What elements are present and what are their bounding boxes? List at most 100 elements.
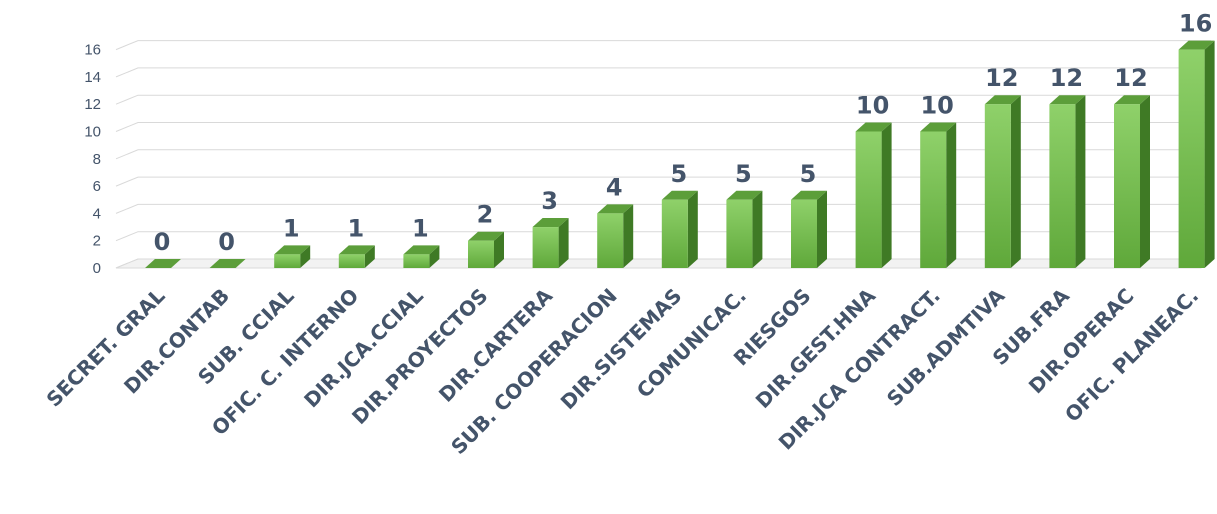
gridline [115, 67, 1211, 78]
bar-front [597, 213, 624, 268]
x-tick-label: COMUNICAC. [632, 284, 751, 403]
bar-front [1049, 104, 1076, 268]
bar-front [1114, 104, 1140, 268]
y-tick-label: 10 [84, 124, 101, 141]
bar-side [1075, 95, 1086, 268]
bar-top [338, 245, 375, 255]
bars [145, 40, 1215, 269]
y-tick-label: 12 [84, 96, 101, 113]
data-label: 5 [800, 160, 817, 188]
bar [403, 245, 440, 268]
bar-front [403, 254, 430, 268]
x-tick-label: SECRET. GRAL [42, 283, 170, 411]
bar [791, 190, 827, 268]
bar [920, 122, 957, 268]
data-label: 4 [606, 173, 623, 201]
bar [855, 122, 892, 268]
bar-side [623, 204, 634, 268]
data-label: 10 [920, 92, 953, 120]
bar [1049, 95, 1086, 268]
data-label: 1 [283, 214, 300, 242]
bar-side [1204, 40, 1215, 268]
bar-top [274, 245, 311, 255]
bar-top [791, 190, 827, 200]
bar-side [364, 245, 375, 268]
bar [209, 259, 246, 269]
bar-side [881, 122, 892, 268]
bar-front [532, 227, 559, 268]
bar-front [468, 240, 494, 268]
bar-top [532, 218, 569, 228]
x-tick-label: DIR.SISTEMAS [556, 284, 687, 415]
data-label: 3 [541, 187, 558, 215]
bar-side [429, 245, 440, 268]
bar [661, 190, 698, 268]
bar-top [726, 190, 763, 200]
bar-top [1178, 40, 1215, 50]
data-label: 16 [1179, 10, 1212, 38]
y-tick-label: 2 [93, 233, 101, 250]
bar-top [1049, 95, 1086, 105]
bar-front [984, 104, 1011, 268]
bar-front [791, 199, 817, 268]
gridlines [115, 40, 1211, 269]
y-tick-label: 8 [93, 151, 101, 168]
data-label: 1 [347, 214, 364, 242]
y-tick-label: 14 [84, 69, 101, 86]
bar-front [1178, 49, 1205, 268]
data-label: 0 [218, 228, 235, 256]
bar-side [558, 218, 569, 268]
y-tick-label: 16 [84, 42, 101, 59]
gridline [115, 94, 1211, 105]
bar [984, 95, 1021, 268]
x-tick-label: DIR.CARTERA [434, 283, 558, 407]
bar-side [494, 231, 504, 268]
data-label: 5 [670, 160, 687, 188]
data-label: 12 [1114, 64, 1147, 92]
gridline [115, 40, 1211, 51]
data-label: 12 [985, 64, 1018, 92]
bar-side [300, 245, 311, 268]
bar-side [687, 190, 698, 268]
bar [1178, 40, 1215, 268]
gridline [115, 176, 1211, 187]
bar [1114, 95, 1150, 268]
data-label: 2 [477, 201, 494, 229]
bar-side [946, 122, 957, 268]
x-tick-label: DIR.GEST.HNA [751, 283, 881, 413]
data-label: 12 [1050, 64, 1083, 92]
bar-top [468, 231, 504, 241]
bar-top [403, 245, 440, 255]
data-label: 10 [856, 92, 889, 120]
bar-front [726, 199, 753, 268]
bar-side [752, 190, 763, 268]
bar [468, 231, 504, 268]
bar-top [855, 122, 892, 132]
bar-top [209, 259, 246, 268]
y-axis: 0 2 4 6 8 10 12 14 16 [84, 42, 101, 277]
data-label: 5 [735, 160, 752, 188]
bar-top [145, 259, 181, 268]
x-tick-label: SUB.ADMTIVA [882, 283, 1010, 411]
data-label: 1 [412, 214, 429, 242]
bar [597, 204, 634, 268]
gridline [115, 231, 1211, 242]
bar-front [920, 131, 947, 268]
bar-front [274, 254, 301, 268]
bar-front [661, 199, 688, 268]
bar [274, 245, 311, 268]
data-label: 0 [154, 228, 171, 256]
bar [726, 190, 763, 268]
bar-side [817, 190, 827, 268]
gridline [115, 149, 1211, 160]
bar-side [1010, 95, 1021, 268]
gridline [115, 122, 1211, 132]
bar [338, 245, 375, 268]
y-tick-label: 4 [93, 205, 101, 222]
bar-top [597, 204, 634, 214]
bar-front [855, 131, 882, 268]
bar-side [1140, 95, 1150, 268]
